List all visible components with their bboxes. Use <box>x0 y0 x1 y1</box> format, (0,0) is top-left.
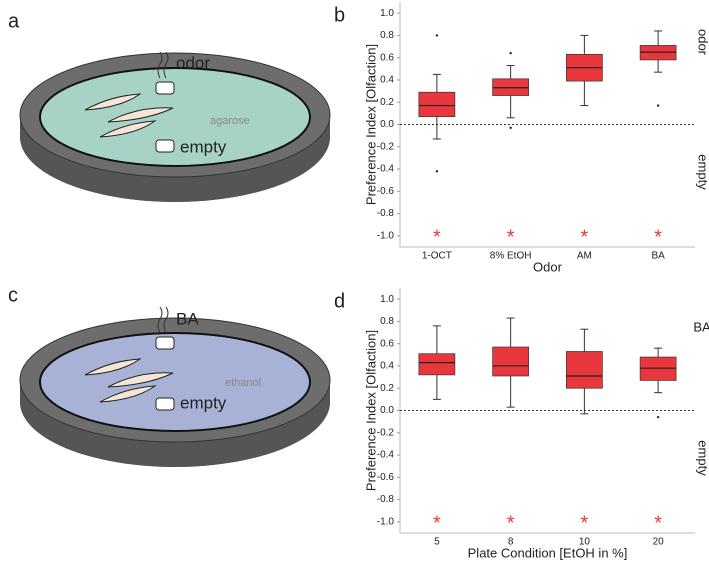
x-tick-label: 1-OCT <box>422 251 452 262</box>
empty-label: empty <box>180 137 227 156</box>
panel-label: d <box>334 290 345 312</box>
x-tick-label: 8 <box>508 537 514 548</box>
panel-label: b <box>334 4 345 26</box>
dish-diagram: a odor agarose empty <box>8 10 331 202</box>
y-axis-label: Preference Index [Olfaction] <box>363 44 378 205</box>
odor-cup <box>155 336 175 350</box>
y-tick-label: -0.2 <box>377 141 395 152</box>
y-tick-label: -1.0 <box>377 231 395 242</box>
y-tick-label: -0.2 <box>377 427 395 438</box>
y-tick-label: 1.0 <box>380 294 394 305</box>
side-label-bottom: empty <box>696 440 709 476</box>
y-tick-label: 0.4 <box>380 361 394 372</box>
outlier <box>435 34 439 37</box>
outlier <box>435 170 439 173</box>
agarose <box>39 67 311 167</box>
y-tick-label: 1.0 <box>380 8 394 19</box>
y-tick-label: 0.2 <box>380 383 394 394</box>
significance: * <box>580 226 588 248</box>
x-axis-label: Odor <box>533 259 563 274</box>
medium-label: ethanol <box>225 377 261 389</box>
larvae <box>84 358 174 403</box>
y-tick-label: -0.8 <box>377 208 395 219</box>
y-tick-label: -1.0 <box>377 517 395 528</box>
y-tick-label: 0.6 <box>380 338 394 349</box>
odor-cup <box>155 81 175 95</box>
box <box>418 353 456 376</box>
y-tick-label: -0.4 <box>377 164 395 175</box>
y-tick-label: 0.0 <box>380 119 394 130</box>
ethanol <box>39 332 311 432</box>
x-tick-label: BA <box>651 251 665 262</box>
x-tick-label: AM <box>577 251 592 262</box>
outlier <box>656 104 660 107</box>
odor-label: odor <box>176 53 210 72</box>
significance: * <box>580 512 588 534</box>
x-tick-label: 20 <box>653 537 665 548</box>
larvae <box>84 93 174 138</box>
x-tick-label: 8% EtOH <box>490 251 532 262</box>
significance: * <box>433 512 441 534</box>
odor-label: BA <box>176 309 199 328</box>
x-axis-label: Plate Condition [EtOH in %] <box>468 545 628 560</box>
side-label-bottom: empty <box>696 154 709 190</box>
empty-cup <box>155 397 175 411</box>
box <box>492 346 529 377</box>
significance: * <box>654 226 662 248</box>
significance: * <box>507 512 515 534</box>
empty-label: empty <box>180 393 227 412</box>
y-tick-label: 0.8 <box>380 30 394 41</box>
y-tick-label: -0.8 <box>377 494 395 505</box>
outlier <box>509 126 512 130</box>
box <box>418 91 456 118</box>
odor-fumes <box>157 306 169 334</box>
side-label-top: odor <box>696 29 709 56</box>
significance: * <box>507 226 515 248</box>
outlier <box>656 415 660 419</box>
y-tick-label: -0.6 <box>377 186 395 197</box>
significance: * <box>433 226 441 248</box>
y-tick-label: -0.4 <box>377 450 395 461</box>
y-tick-label: 0.2 <box>380 97 394 108</box>
panel-label: a <box>8 10 20 32</box>
outlier <box>509 52 512 55</box>
empty-cup <box>155 139 175 153</box>
panel-label: c <box>8 284 18 306</box>
medium-label: agarose <box>210 115 250 127</box>
y-tick-label: 0.4 <box>380 75 394 86</box>
side-label-top: BA <box>693 319 709 334</box>
y-axis-label: Preference Index [Olfaction] <box>363 330 378 491</box>
significance: * <box>654 512 662 534</box>
dish-diagram: c BA ethanol empty <box>8 284 331 467</box>
y-tick-label: -0.6 <box>377 472 395 483</box>
x-tick-label: 5 <box>434 537 440 548</box>
x-tick-label: 10 <box>579 537 591 548</box>
y-tick-label: 0.0 <box>380 405 394 416</box>
y-tick-label: 0.8 <box>380 316 394 327</box>
y-tick-label: 0.6 <box>380 52 394 63</box>
box <box>566 351 603 389</box>
odor-fumes <box>157 51 169 79</box>
